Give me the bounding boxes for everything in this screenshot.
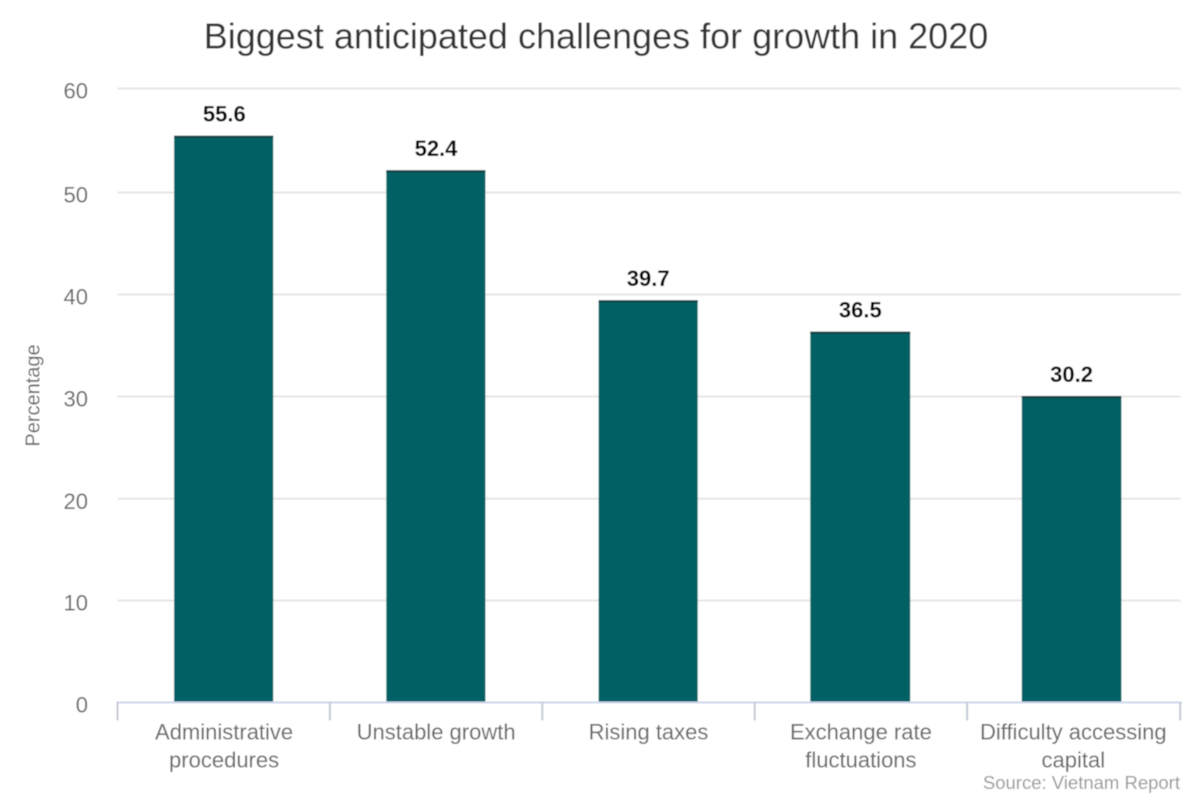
svg-text:fluctuations: fluctuations [805,748,916,773]
svg-text:50: 50 [64,183,88,208]
svg-text:40: 40 [64,285,88,310]
svg-text:52.4: 52.4 [415,136,459,161]
svg-text:capital: capital [1042,748,1106,773]
svg-text:55.6: 55.6 [203,102,246,127]
svg-text:Source: Vietnam Report: Source: Vietnam Report [983,772,1180,793]
svg-text:30: 30 [64,387,88,412]
svg-text:Percentage: Percentage [23,344,45,446]
svg-text:Rising taxes: Rising taxes [589,720,709,745]
svg-text:0: 0 [76,693,88,718]
svg-text:60: 60 [64,79,88,104]
svg-text:Difficulty accessing: Difficulty accessing [980,720,1167,745]
svg-text:Administrative: Administrative [155,720,293,745]
svg-text:20: 20 [64,489,88,514]
svg-text:36.5: 36.5 [839,298,882,323]
svg-text:procedures: procedures [169,748,279,773]
svg-text:30.2: 30.2 [1050,362,1093,387]
svg-text:39.7: 39.7 [627,266,670,291]
svg-text:Exchange rate: Exchange rate [790,720,932,745]
svg-text:Unstable growth: Unstable growth [357,720,516,745]
svg-text:Biggest anticipated challenges: Biggest anticipated challenges for growt… [204,16,989,57]
svg-text:10: 10 [64,591,88,616]
